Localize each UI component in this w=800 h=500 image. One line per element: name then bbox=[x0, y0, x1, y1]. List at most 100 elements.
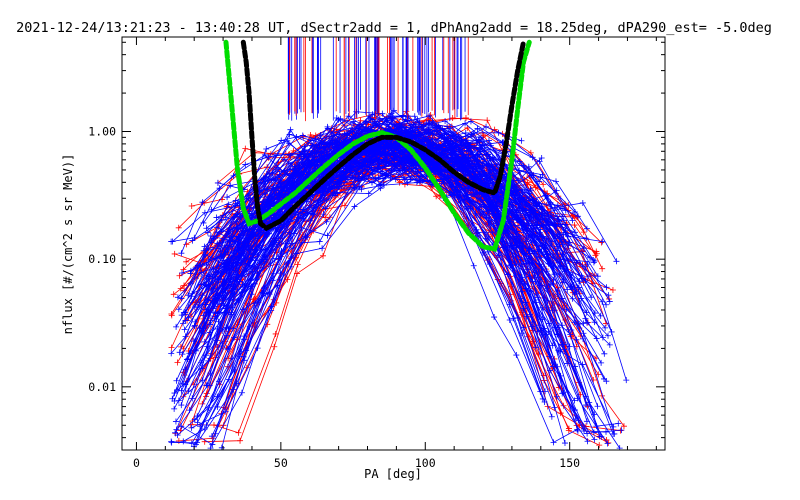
trace-marker bbox=[180, 438, 187, 445]
trace-marker bbox=[591, 436, 598, 443]
trace-marker bbox=[377, 168, 384, 175]
trace-marker bbox=[450, 162, 457, 169]
trace-marker bbox=[441, 131, 448, 138]
trace-marker bbox=[474, 125, 481, 132]
trace-marker bbox=[168, 439, 175, 446]
trace-marker bbox=[567, 331, 574, 338]
trace-marker bbox=[213, 214, 220, 221]
trace-marker bbox=[316, 141, 323, 148]
trace-marker bbox=[529, 154, 536, 161]
trace-marker bbox=[468, 131, 475, 138]
trace-marker bbox=[210, 266, 217, 273]
trace-marker bbox=[623, 377, 630, 384]
trace-marker bbox=[169, 238, 176, 245]
trace-marker bbox=[168, 310, 175, 317]
trace-marker bbox=[537, 388, 544, 395]
trace-marker bbox=[477, 211, 484, 218]
trace-marker bbox=[505, 224, 512, 231]
trace-marker bbox=[381, 150, 388, 157]
trace-marker bbox=[340, 142, 347, 149]
trace-marker bbox=[194, 419, 201, 426]
trace-marker bbox=[526, 273, 533, 280]
trace-marker bbox=[184, 355, 191, 362]
trace-marker bbox=[487, 200, 494, 207]
trace-marker bbox=[571, 407, 578, 414]
trace-marker bbox=[254, 345, 261, 352]
trace-marker bbox=[201, 209, 208, 216]
trace-marker bbox=[542, 240, 549, 247]
trace-marker bbox=[527, 172, 534, 179]
axes: 0 50 100 150 0.01 0.10 1.00 bbox=[88, 37, 665, 470]
x-tick-label: 150 bbox=[559, 456, 580, 470]
trace-marker bbox=[536, 203, 543, 210]
trace-marker bbox=[275, 242, 282, 249]
trace-marker bbox=[598, 239, 605, 246]
trace-marker bbox=[175, 437, 182, 444]
trace-marker bbox=[238, 289, 245, 296]
trace-marker bbox=[190, 338, 197, 345]
trace-marker bbox=[191, 323, 198, 330]
trace-marker bbox=[204, 382, 211, 389]
trace-marker bbox=[191, 416, 198, 423]
trace-marker bbox=[230, 386, 237, 393]
trace-marker bbox=[213, 224, 220, 231]
trace-marker bbox=[599, 238, 606, 245]
trace-marker bbox=[465, 157, 472, 164]
trace-marker bbox=[188, 203, 195, 210]
trace-marker bbox=[238, 389, 245, 396]
trace-marker bbox=[447, 158, 454, 165]
trace-marker bbox=[557, 410, 564, 417]
trace-marker bbox=[364, 159, 371, 166]
trace-marker bbox=[351, 203, 358, 210]
trace-marker bbox=[205, 283, 212, 290]
trace-marker bbox=[188, 293, 195, 300]
trace-marker bbox=[511, 238, 518, 245]
trace-marker bbox=[234, 200, 241, 207]
trace-marker bbox=[506, 317, 513, 324]
trace-marker bbox=[324, 232, 331, 239]
trace-line bbox=[205, 127, 600, 437]
trace-marker bbox=[280, 156, 287, 163]
trace-marker bbox=[590, 429, 597, 436]
trace-marker bbox=[172, 418, 179, 425]
trace-marker bbox=[168, 350, 175, 357]
trace-marker bbox=[521, 251, 528, 258]
trace-marker bbox=[525, 163, 532, 170]
trace-marker bbox=[331, 140, 338, 147]
trace-marker bbox=[584, 438, 591, 445]
trace-marker bbox=[561, 346, 568, 353]
trace-marker bbox=[613, 258, 620, 265]
trace-marker bbox=[487, 176, 494, 183]
trace-marker bbox=[485, 137, 492, 144]
trace-marker bbox=[513, 209, 520, 216]
trace-marker bbox=[583, 309, 590, 316]
trace-marker bbox=[252, 232, 259, 239]
trace-marker bbox=[474, 152, 481, 159]
trace-line bbox=[184, 150, 566, 444]
trace-line bbox=[194, 163, 579, 432]
trace-marker bbox=[504, 271, 511, 278]
trace-marker bbox=[559, 390, 566, 397]
trace-marker bbox=[441, 147, 448, 154]
trace-marker bbox=[222, 286, 229, 293]
trace-marker bbox=[569, 217, 576, 224]
trace-marker bbox=[615, 420, 622, 427]
trace-marker bbox=[214, 403, 221, 410]
trace-marker bbox=[221, 259, 228, 266]
trace-marker bbox=[203, 352, 210, 359]
trace-marker bbox=[602, 324, 609, 331]
trace-marker bbox=[484, 207, 491, 214]
trace-marker bbox=[354, 175, 361, 182]
trace-marker bbox=[571, 222, 578, 229]
trace-marker bbox=[176, 272, 183, 279]
trace-marker bbox=[540, 325, 547, 332]
trace-marker bbox=[475, 232, 482, 239]
trace-marker bbox=[551, 404, 558, 411]
trace-marker bbox=[571, 397, 578, 404]
trace-marker bbox=[245, 195, 252, 202]
trace-marker bbox=[609, 287, 616, 294]
trace-marker bbox=[312, 179, 319, 186]
trace-marker bbox=[527, 185, 534, 192]
trace-marker bbox=[413, 162, 420, 169]
trace-marker bbox=[519, 274, 526, 281]
